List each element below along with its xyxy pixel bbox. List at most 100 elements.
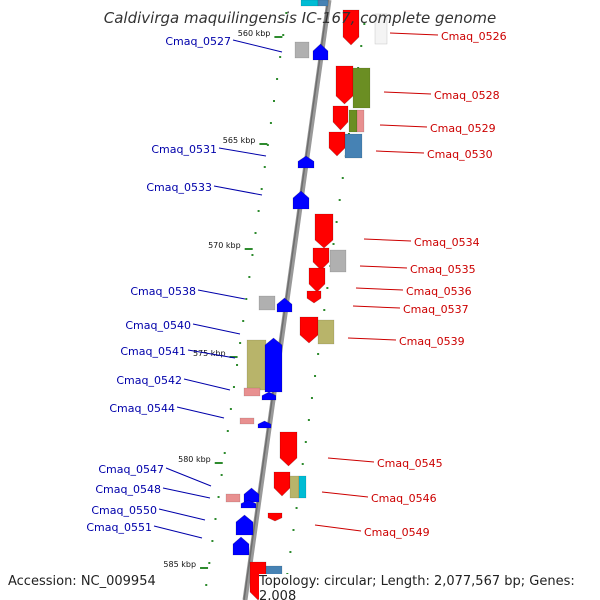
accession-text: Accession: NC_009954 bbox=[8, 574, 156, 589]
track-dot bbox=[341, 177, 344, 179]
gene-label-forward: Cmaq_0546 bbox=[371, 492, 437, 505]
track-dot bbox=[214, 518, 217, 520]
gene-feature bbox=[246, 339, 267, 391]
gene-feature bbox=[294, 41, 310, 59]
gene-feature bbox=[352, 67, 371, 109]
gene-label-leader bbox=[218, 147, 267, 157]
gene-label-forward: Cmaq_0529 bbox=[430, 122, 496, 135]
gene-label-leader bbox=[383, 91, 432, 95]
gene-feature bbox=[258, 295, 276, 311]
gene-feature bbox=[317, 0, 329, 7]
gene-label-leader bbox=[192, 323, 241, 335]
gene-reverse bbox=[235, 514, 254, 536]
gene-feature bbox=[348, 109, 358, 133]
track-dot bbox=[285, 12, 288, 14]
gene-label-reverse: Cmaq_0544 bbox=[109, 402, 175, 415]
gene-forward bbox=[308, 267, 326, 293]
track-dot bbox=[263, 166, 266, 168]
gene-label-leader bbox=[321, 491, 369, 498]
gene-label-reverse: Cmaq_0542 bbox=[116, 374, 182, 387]
gene-label-reverse: Cmaq_0531 bbox=[151, 143, 217, 156]
gene-feature bbox=[329, 249, 347, 273]
track-dot bbox=[323, 309, 326, 311]
gene-forward bbox=[335, 65, 354, 105]
map-title: Caldivirga maquilingensis IC-167, comple… bbox=[103, 9, 497, 27]
track-dot bbox=[335, 221, 338, 223]
track-dot bbox=[242, 320, 245, 322]
gene-label-leader bbox=[158, 508, 206, 521]
gene-label-reverse: Cmaq_0538 bbox=[130, 285, 196, 298]
gene-feature bbox=[300, 0, 319, 7]
track-dot bbox=[208, 562, 211, 564]
track-dot bbox=[257, 210, 260, 212]
gene-label-forward: Cmaq_0534 bbox=[414, 236, 480, 249]
gene-reverse bbox=[243, 487, 260, 503]
gene-reverse bbox=[264, 337, 283, 393]
gene-feature bbox=[239, 417, 255, 425]
track-dot bbox=[338, 199, 341, 201]
gene-label-reverse: Cmaq_0540 bbox=[125, 319, 191, 332]
track-dot bbox=[332, 243, 335, 245]
track-dot bbox=[211, 540, 214, 542]
gene-label-forward: Cmaq_0545 bbox=[377, 457, 443, 470]
gene-label-leader bbox=[327, 457, 375, 463]
gene-label-reverse: Cmaq_0548 bbox=[95, 483, 161, 496]
gene-label-forward: Cmaq_0539 bbox=[399, 335, 465, 348]
gene-forward bbox=[314, 213, 334, 249]
kbp-tick-label: 580 kbp bbox=[178, 455, 211, 464]
gene-label-forward: Cmaq_0528 bbox=[434, 89, 500, 102]
track-dot bbox=[310, 397, 313, 399]
gene-label-reverse: Cmaq_0541 bbox=[120, 345, 186, 358]
track-dot bbox=[295, 507, 298, 509]
gene-label-leader bbox=[389, 32, 439, 36]
gene-forward bbox=[306, 290, 322, 304]
gene-feature-blank bbox=[374, 13, 388, 45]
gene-label-leader bbox=[162, 487, 211, 499]
gene-label-leader bbox=[363, 238, 412, 242]
gene-label-forward: Cmaq_0535 bbox=[410, 263, 476, 276]
gene-label-leader bbox=[359, 265, 408, 269]
gene-reverse bbox=[297, 155, 315, 169]
kbp-tick-label: 565 kbp bbox=[223, 136, 256, 145]
gene-label-forward: Cmaq_0537 bbox=[403, 303, 469, 316]
gene-forward bbox=[328, 131, 346, 157]
gene-label-leader bbox=[165, 467, 212, 487]
track-dot bbox=[269, 122, 272, 124]
track-dot bbox=[254, 232, 257, 234]
gene-reverse bbox=[276, 297, 293, 313]
track-dot bbox=[239, 342, 242, 344]
gene-label-reverse: Cmaq_0527 bbox=[165, 35, 231, 48]
gene-feature bbox=[317, 319, 335, 345]
gene-label-leader bbox=[153, 525, 203, 539]
gene-feature bbox=[243, 387, 261, 397]
track-dot bbox=[236, 364, 239, 366]
gene-label-leader bbox=[375, 150, 425, 154]
gene-label-reverse: Cmaq_0551 bbox=[86, 521, 152, 534]
gene-label-reverse: Cmaq_0550 bbox=[91, 504, 157, 517]
gene-feature bbox=[298, 475, 307, 499]
gene-reverse bbox=[240, 499, 257, 509]
track-dot bbox=[301, 463, 304, 465]
track-dot bbox=[273, 100, 275, 102]
track-dot bbox=[217, 496, 220, 498]
gene-label-leader bbox=[347, 337, 397, 341]
track-dot bbox=[304, 441, 307, 443]
gene-forward bbox=[279, 431, 298, 467]
kbp-tick-label: 570 kbp bbox=[208, 241, 241, 250]
kbp-tick-label: 585 kbp bbox=[163, 560, 196, 569]
gene-feature bbox=[289, 475, 300, 499]
gene-label-leader bbox=[183, 378, 231, 391]
gene-label-leader bbox=[314, 524, 362, 532]
track-dot bbox=[326, 287, 329, 289]
gene-label-reverse: Cmaq_0533 bbox=[146, 181, 212, 194]
gene-reverse bbox=[261, 391, 277, 401]
gene-label-leader bbox=[197, 289, 246, 300]
gene-label-forward: Cmaq_0530 bbox=[427, 148, 493, 161]
track-dot bbox=[226, 430, 229, 432]
gene-label-leader bbox=[213, 185, 263, 196]
track-dot bbox=[289, 551, 292, 553]
track-dot bbox=[307, 419, 310, 421]
track-dot bbox=[266, 144, 269, 146]
gene-forward bbox=[332, 105, 349, 131]
